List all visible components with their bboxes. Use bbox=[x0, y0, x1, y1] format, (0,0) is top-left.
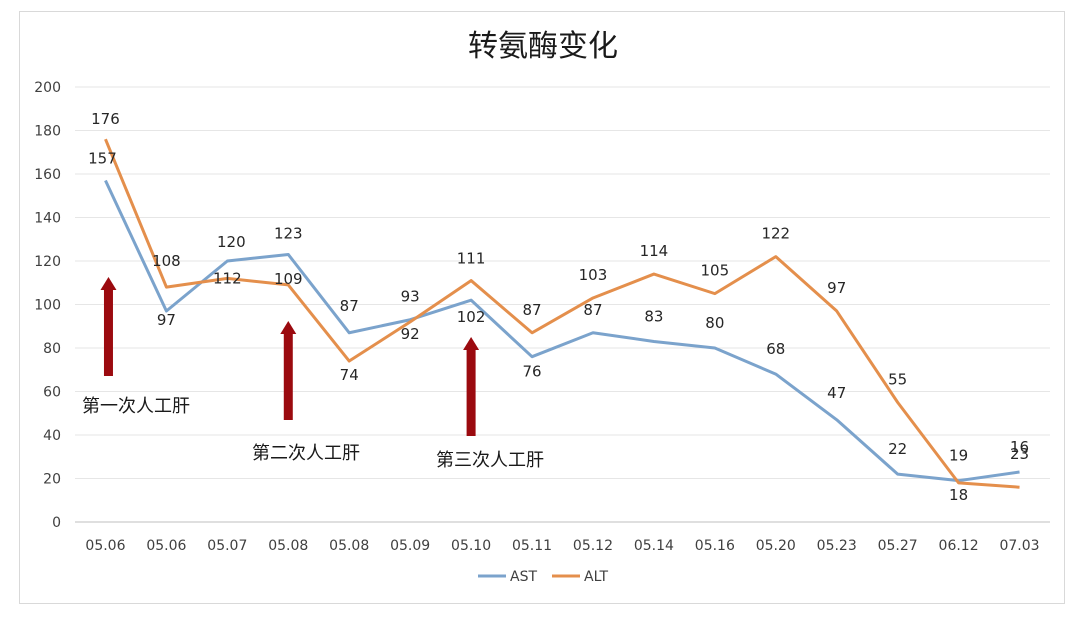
data-label: 97 bbox=[827, 279, 846, 297]
data-label: 105 bbox=[701, 262, 730, 280]
arrow-head bbox=[100, 277, 117, 290]
data-label: 123 bbox=[274, 224, 303, 242]
data-label: 47 bbox=[827, 384, 846, 402]
data-label: 157 bbox=[88, 150, 117, 168]
data-label: 83 bbox=[644, 307, 663, 325]
legend: AST ALT bbox=[478, 569, 608, 585]
y-tick-label: 40 bbox=[43, 428, 61, 444]
x-tick-label: 05.08 bbox=[329, 538, 369, 554]
data-label: 68 bbox=[766, 340, 785, 358]
legend-label: AST bbox=[510, 569, 537, 585]
y-tick-label: 140 bbox=[34, 211, 61, 227]
axis-layer: 0 20 40 60 80 100 120 140 160 180 200 05.06 05.06 05.… bbox=[34, 80, 1039, 554]
y-tick-label: 160 bbox=[34, 167, 61, 183]
y-tick-label: 60 bbox=[43, 385, 61, 401]
data-label: 102 bbox=[457, 308, 486, 326]
data-label: 87 bbox=[522, 301, 541, 319]
data-label-layer: 157 97 120 123 87 93 102 76 87 83 80 68 47 22 19 23 176 1… bbox=[88, 110, 1029, 504]
x-tick-label: 05.20 bbox=[756, 538, 796, 554]
x-tick-label: 06.12 bbox=[939, 538, 979, 554]
x-tick-label: 07.03 bbox=[999, 538, 1039, 554]
x-tick-label: 05.08 bbox=[268, 538, 308, 554]
data-label: 16 bbox=[1010, 438, 1029, 456]
data-label: 23 bbox=[1010, 445, 1029, 463]
x-tick-label: 05.12 bbox=[573, 538, 613, 554]
series-line-ast bbox=[104, 179, 1020, 483]
y-tick-label: 200 bbox=[34, 80, 61, 96]
x-tick-label: 05.07 bbox=[207, 538, 247, 554]
y-tick-label: 80 bbox=[43, 341, 61, 357]
annotation-label: 第二次人工肝 bbox=[252, 443, 360, 464]
x-tick-label: 05.10 bbox=[451, 538, 491, 554]
x-tick-label: 05.09 bbox=[390, 538, 430, 554]
data-label: 122 bbox=[761, 225, 790, 243]
x-tick-label: 05.14 bbox=[634, 538, 674, 554]
data-label: 80 bbox=[705, 314, 724, 332]
chart-frame: 转氨酶变化 0 20 40 60 80 100 120 140 160 180 200 05.06 05… bbox=[19, 11, 1065, 604]
annotation-label: 第三次人工肝 bbox=[436, 450, 544, 471]
y-tick-label: 20 bbox=[43, 472, 61, 488]
x-tick-label: 05.23 bbox=[817, 538, 857, 554]
y-tick-label: 120 bbox=[34, 254, 61, 270]
y-tick-label: 100 bbox=[34, 298, 61, 314]
series-layer bbox=[104, 138, 1020, 489]
data-label: 108 bbox=[152, 252, 181, 270]
data-label: 93 bbox=[401, 288, 420, 306]
y-tick-label: 0 bbox=[52, 515, 61, 531]
x-tick-label: 05.16 bbox=[695, 538, 735, 554]
series-line-alt bbox=[104, 138, 1020, 489]
data-label: 87 bbox=[340, 297, 359, 315]
arrow-shaft bbox=[103, 289, 113, 376]
data-label: 120 bbox=[217, 233, 246, 251]
data-label: 114 bbox=[640, 242, 669, 260]
data-label: 74 bbox=[340, 366, 359, 384]
chart-title: 转氨酶变化 bbox=[468, 29, 618, 64]
x-tick-label: 05.06 bbox=[146, 538, 186, 554]
x-tick-label: 05.06 bbox=[85, 538, 125, 554]
data-label: 55 bbox=[888, 370, 907, 388]
legend-label: ALT bbox=[584, 569, 608, 585]
data-label: 18 bbox=[949, 486, 968, 504]
annotation-label: 第一次人工肝 bbox=[82, 396, 190, 417]
annotation-arrow bbox=[100, 277, 117, 376]
chart-svg: 转氨酶变化 0 20 40 60 80 100 120 140 160 180 200 05.06 05… bbox=[34, 29, 1050, 585]
data-label: 109 bbox=[274, 270, 303, 288]
data-label: 92 bbox=[401, 325, 420, 343]
annotation-arrow bbox=[463, 337, 480, 436]
data-label: 19 bbox=[949, 447, 968, 465]
data-label: 103 bbox=[579, 266, 608, 284]
arrow-shaft bbox=[466, 349, 476, 436]
data-label: 87 bbox=[583, 301, 602, 319]
arrow-head bbox=[280, 321, 297, 334]
annotation-arrow bbox=[280, 321, 297, 420]
y-tick-label: 180 bbox=[34, 124, 61, 140]
data-label: 97 bbox=[157, 311, 176, 329]
data-label: 176 bbox=[91, 110, 120, 128]
arrow-head bbox=[463, 337, 480, 350]
data-label: 22 bbox=[888, 440, 907, 458]
x-tick-label: 05.27 bbox=[878, 538, 918, 554]
data-label: 76 bbox=[522, 363, 541, 381]
x-tick-label: 05.11 bbox=[512, 538, 552, 554]
arrow-shaft bbox=[283, 333, 293, 420]
data-label: 111 bbox=[457, 250, 486, 268]
data-label: 112 bbox=[213, 269, 242, 287]
